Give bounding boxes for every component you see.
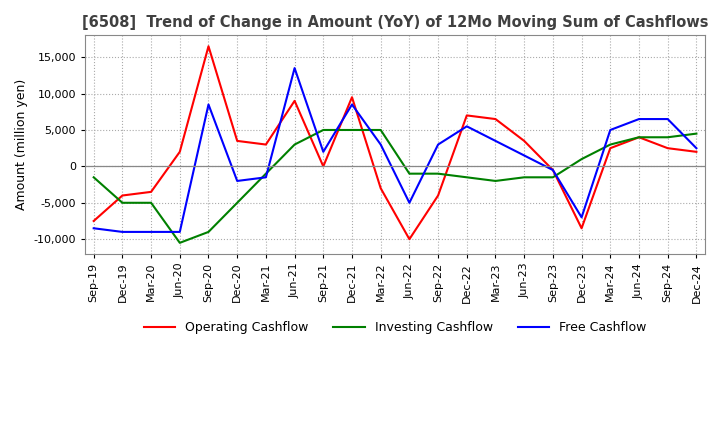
Operating Cashflow [634,135,643,140]
Line: Free Cashflow: Free Cashflow [94,68,696,232]
Operating Cashflow [549,167,557,172]
Free Cashflow [520,153,528,158]
Operating Cashflow [147,189,156,194]
Free Cashflow [405,200,414,205]
Free Cashflow [692,146,701,151]
Investing Cashflow [491,178,500,183]
Operating Cashflow [520,138,528,143]
Investing Cashflow [462,175,471,180]
Free Cashflow [89,226,98,231]
Free Cashflow [261,175,270,180]
Operating Cashflow [433,193,442,198]
Investing Cashflow [147,200,156,205]
Operating Cashflow [462,113,471,118]
Free Cashflow [118,229,127,235]
Investing Cashflow [520,175,528,180]
Operating Cashflow [261,142,270,147]
Free Cashflow [348,102,356,107]
Investing Cashflow [348,127,356,132]
Investing Cashflow [176,240,184,246]
Investing Cashflow [433,171,442,176]
Investing Cashflow [290,142,299,147]
Operating Cashflow [405,237,414,242]
Investing Cashflow [118,200,127,205]
Operating Cashflow [89,218,98,224]
Operating Cashflow [290,98,299,103]
Investing Cashflow [377,127,385,132]
Investing Cashflow [634,135,643,140]
Free Cashflow [377,142,385,147]
Operating Cashflow [377,186,385,191]
Investing Cashflow [204,229,213,235]
Y-axis label: Amount (million yen): Amount (million yen) [15,79,28,210]
Investing Cashflow [606,142,615,147]
Operating Cashflow [118,193,127,198]
Investing Cashflow [692,131,701,136]
Investing Cashflow [89,175,98,180]
Investing Cashflow [663,135,672,140]
Operating Cashflow [692,149,701,154]
Investing Cashflow [319,127,328,132]
Line: Investing Cashflow: Investing Cashflow [94,130,696,243]
Free Cashflow [606,127,615,132]
Operating Cashflow [348,95,356,100]
Free Cashflow [147,229,156,235]
Title: [6508]  Trend of Change in Amount (YoY) of 12Mo Moving Sum of Cashflows: [6508] Trend of Change in Amount (YoY) o… [82,15,708,30]
Operating Cashflow [176,149,184,154]
Line: Operating Cashflow: Operating Cashflow [94,46,696,239]
Operating Cashflow [204,44,213,49]
Free Cashflow [462,124,471,129]
Investing Cashflow [577,157,586,162]
Investing Cashflow [233,200,241,205]
Free Cashflow [549,167,557,172]
Operating Cashflow [606,146,615,151]
Free Cashflow [319,149,328,154]
Free Cashflow [491,138,500,143]
Operating Cashflow [577,226,586,231]
Operating Cashflow [319,164,328,169]
Operating Cashflow [491,117,500,122]
Operating Cashflow [233,138,241,143]
Free Cashflow [204,102,213,107]
Investing Cashflow [405,171,414,176]
Legend: Operating Cashflow, Investing Cashflow, Free Cashflow: Operating Cashflow, Investing Cashflow, … [139,316,652,339]
Free Cashflow [290,66,299,71]
Operating Cashflow [663,146,672,151]
Free Cashflow [176,229,184,235]
Investing Cashflow [261,171,270,176]
Free Cashflow [634,117,643,122]
Free Cashflow [433,142,442,147]
Free Cashflow [577,215,586,220]
Free Cashflow [233,178,241,183]
Free Cashflow [663,117,672,122]
Investing Cashflow [549,175,557,180]
